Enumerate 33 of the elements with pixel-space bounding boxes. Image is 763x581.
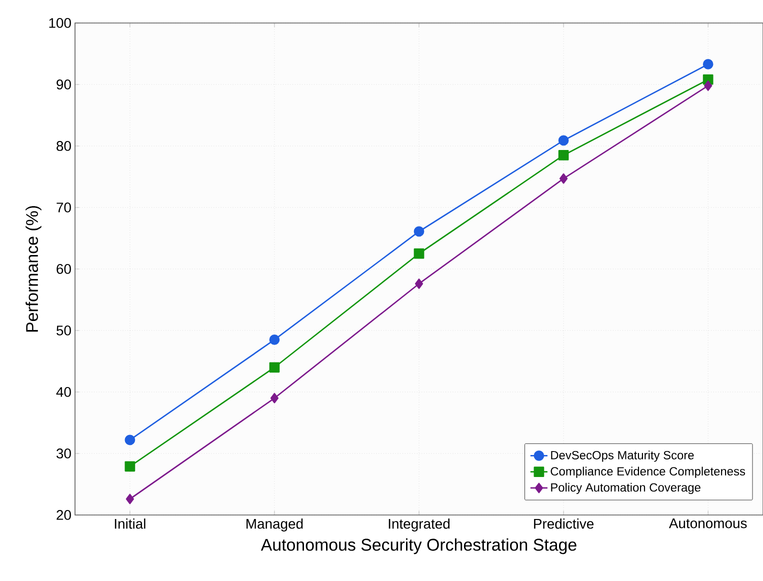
y-tick-label: 30 bbox=[56, 448, 71, 458]
y-tick-label: 20 bbox=[56, 510, 71, 520]
point bbox=[126, 494, 134, 504]
y-tick-label: 70 bbox=[56, 202, 71, 212]
point bbox=[269, 362, 280, 373]
point bbox=[124, 461, 136, 472]
point bbox=[124, 434, 136, 446]
y-tick-label: 90 bbox=[56, 80, 71, 90]
y-axis-title: Performance (%) bbox=[26, 206, 42, 332]
point bbox=[269, 334, 280, 345]
point bbox=[704, 80, 712, 91]
legend-label: DevSecOps Maturity Score bbox=[551, 450, 694, 462]
x-tick-label: Autonomous bbox=[668, 518, 747, 528]
y-tick-label: 60 bbox=[56, 264, 71, 274]
point bbox=[702, 59, 714, 70]
y-tick-label: 100 bbox=[49, 18, 71, 28]
point bbox=[414, 248, 424, 259]
point bbox=[414, 278, 424, 289]
x-tick-label: Integrated bbox=[388, 518, 450, 532]
y-tick-label: 50 bbox=[56, 326, 71, 336]
x-tick-label: Managed bbox=[246, 518, 303, 532]
y-tick-label: 40 bbox=[56, 387, 71, 397]
point bbox=[270, 392, 279, 404]
y-tick-label: 80 bbox=[56, 141, 71, 151]
x-axis-title: Autonomous Security Orchestration Stage bbox=[260, 538, 576, 554]
point bbox=[559, 173, 568, 184]
legend-label: Policy Automation Coverage bbox=[551, 482, 700, 494]
x-tick-label: Initial bbox=[114, 518, 146, 529]
point bbox=[558, 150, 569, 160]
legend-label: Compliance Evidence Completeness bbox=[550, 466, 746, 478]
x-tick-label: Predictive bbox=[534, 518, 594, 529]
point bbox=[558, 135, 569, 146]
point bbox=[414, 226, 424, 237]
